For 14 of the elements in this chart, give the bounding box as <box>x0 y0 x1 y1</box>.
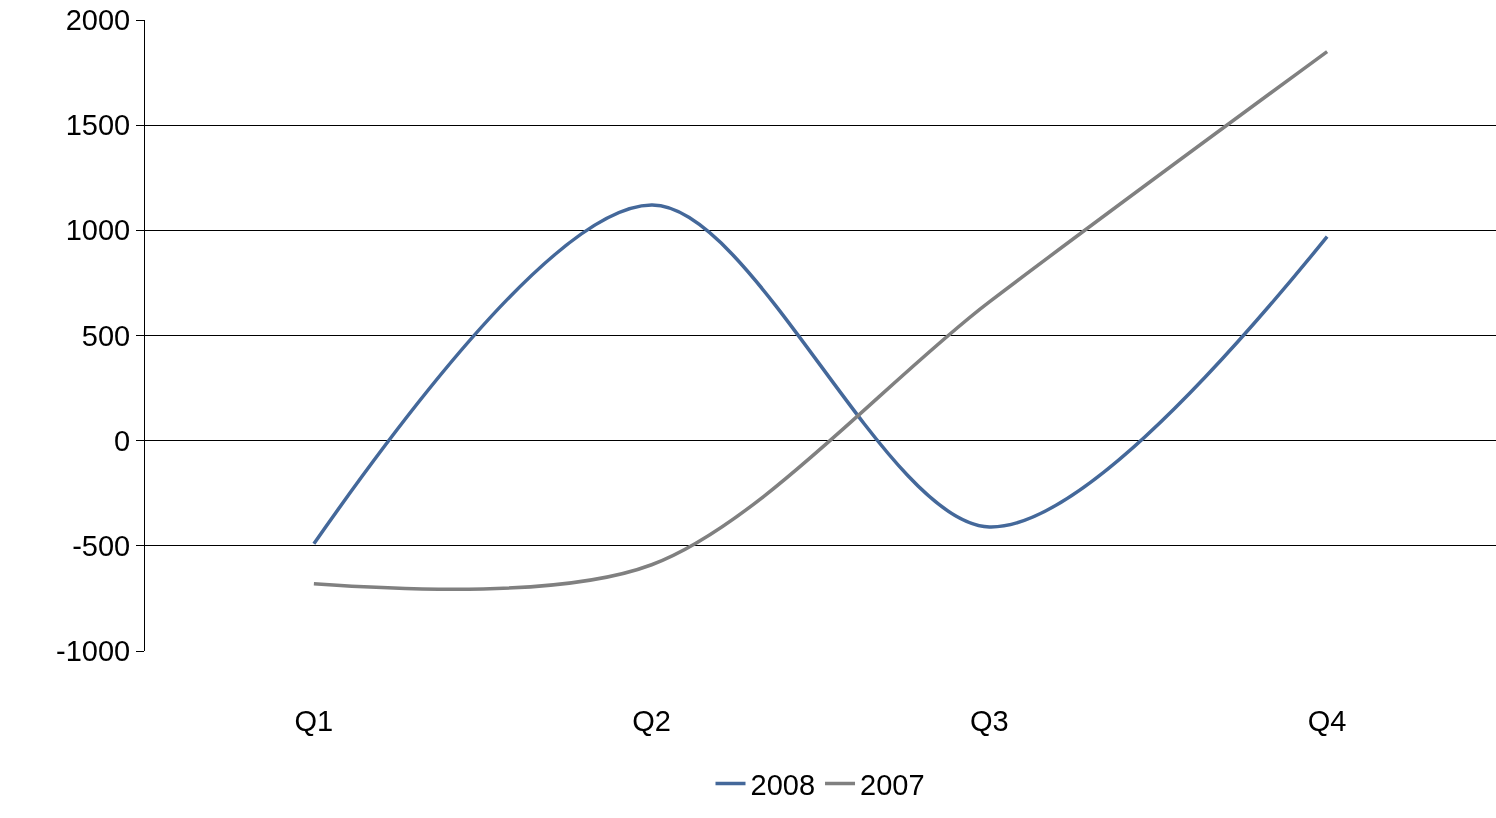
line-series <box>312 203 1329 546</box>
y-tick-label: 1500 <box>65 109 131 142</box>
x-tick-label: Q3 <box>970 705 1009 737</box>
y-tick-label: 500 <box>81 319 131 352</box>
y-tick-label: 0 <box>114 424 131 457</box>
y-tick-label: 1000 <box>65 214 131 247</box>
y-tick-label: 2000 <box>65 4 131 37</box>
x-tick-label: Q4 <box>1307 705 1347 737</box>
x-tick-label: Q2 <box>632 705 671 737</box>
legend-label: 2008 <box>750 768 816 801</box>
y-tick-label: -500 <box>72 529 131 562</box>
legend-label: 2007 <box>860 768 925 801</box>
y-tick-label: -1000 <box>56 635 131 668</box>
x-tick-label: Q1 <box>294 705 334 737</box>
